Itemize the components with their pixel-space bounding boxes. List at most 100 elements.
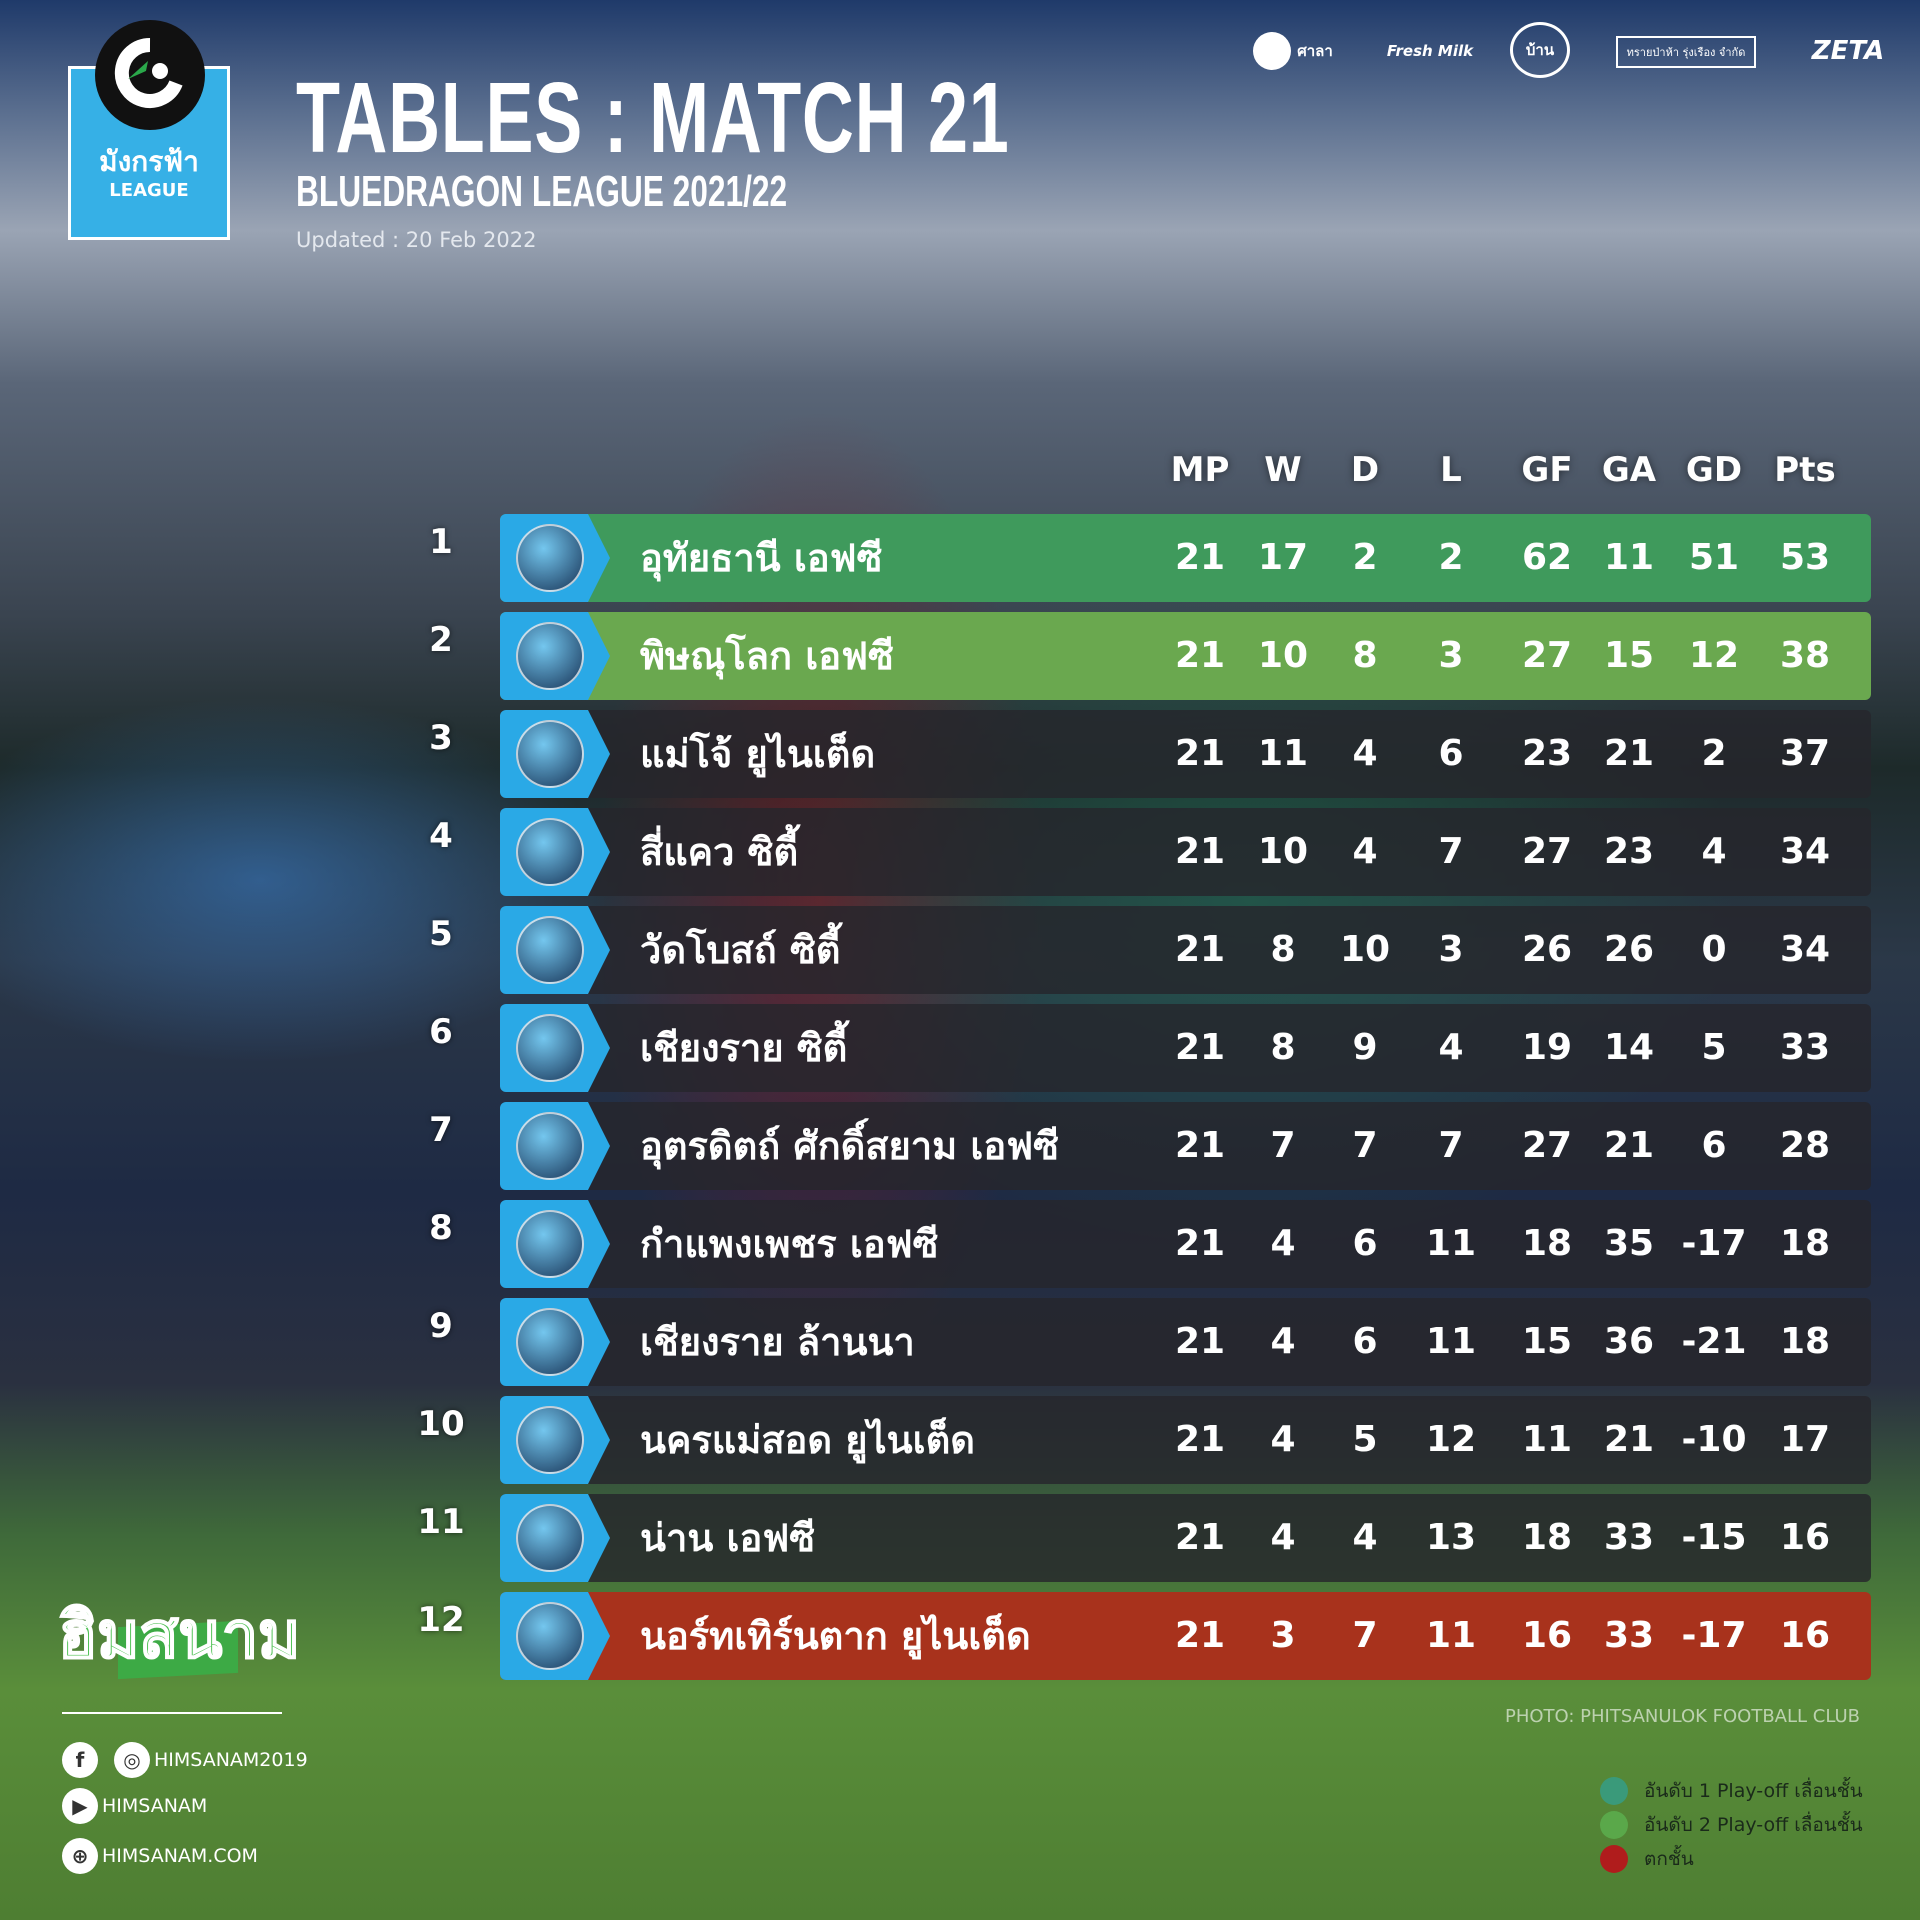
league-logo-thai-text: มังกรฟ้า — [99, 145, 199, 178]
rank-number: 6 — [429, 1012, 453, 1052]
stat-l: 3 — [1438, 929, 1464, 970]
stat-w: 10 — [1257, 831, 1309, 872]
team-name: นครแม่สอด ยูไนเต็ด — [640, 1418, 975, 1462]
team-crest-badge — [500, 1592, 610, 1680]
stat-pts: 34 — [1779, 929, 1831, 970]
team-name-cell: นอร์ทเทิร์นตาก ยูไนเต็ด — [640, 1592, 1140, 1680]
team-crest-icon — [516, 818, 584, 886]
stat-w: 7 — [1270, 1125, 1296, 1166]
social-facebook-instagram[interactable]: f ◎ HIMSANAM2019 — [62, 1742, 308, 1778]
stat-pts: 18 — [1779, 1223, 1831, 1264]
stat-mp: 21 — [1174, 1419, 1226, 1460]
stat-d: 8 — [1352, 635, 1378, 676]
photo-credit: PHOTO: PHITSANULOK FOOTBALL CLUB — [1504, 1706, 1860, 1727]
team-crest-icon — [516, 1308, 584, 1376]
stat-gd: 5 — [1701, 1027, 1727, 1068]
league-logo-en-text: LEAGUE — [109, 180, 189, 201]
stat-pts: 38 — [1779, 635, 1831, 676]
table-row: นอร์ทเทิร์นตาก ยูไนเต็ด 21 3 7 11 16 33 -17 16 — [500, 1592, 1871, 1680]
stat-gd: -21 — [1681, 1321, 1747, 1362]
stat-pts: 53 — [1779, 537, 1831, 578]
stat-ga: 14 — [1603, 1027, 1655, 1068]
stat-pts: 34 — [1779, 831, 1831, 872]
legend-item: อันดับ 1 Play-off เลื่อนชั้น — [1600, 1776, 1863, 1806]
rank-number: 12 — [417, 1600, 465, 1640]
stat-pts: 18 — [1779, 1321, 1831, 1362]
stat-gd: -10 — [1681, 1419, 1747, 1460]
rank-number: 2 — [429, 620, 453, 660]
stat-mp: 21 — [1174, 1125, 1226, 1166]
stat-l: 13 — [1425, 1517, 1477, 1558]
instagram-icon[interactable]: ◎ — [114, 1742, 150, 1778]
page-subtitle: BLUEDRAGON LEAGUE 2021/22 — [296, 167, 788, 216]
team-name: แม่โจ้ ยูไนเต็ด — [640, 732, 876, 776]
team-crest-icon — [516, 524, 584, 592]
stat-w: 4 — [1270, 1517, 1296, 1558]
rank-number: 1 — [429, 522, 453, 562]
team-name: นอร์ทเทิร์นตาก ยูไนเต็ด — [640, 1614, 1031, 1658]
social-handle[interactable]: HIMSANAM — [102, 1795, 208, 1817]
team-name-cell: นครแม่สอด ยูไนเต็ด — [640, 1396, 1140, 1484]
stat-gd: -17 — [1681, 1615, 1747, 1656]
sponsor-baan-logo: บ้าน — [1510, 22, 1570, 78]
social-website[interactable]: ⊕ HIMSANAM.COM — [62, 1838, 258, 1874]
stat-gf: 27 — [1521, 831, 1573, 872]
team-crest-badge — [500, 612, 610, 700]
stat-pts: 37 — [1779, 733, 1831, 774]
team-name: เชียงราย ล้านนา — [640, 1320, 915, 1364]
team-name-cell: สี่แคว ซิตี้ — [640, 808, 1140, 896]
team-name: อุตรดิตถ์ ศักดิ์สยาม เอฟซี — [640, 1124, 1059, 1168]
stat-gd: -15 — [1681, 1517, 1747, 1558]
stat-w: 3 — [1270, 1615, 1296, 1656]
rank-number: 7 — [429, 1110, 453, 1150]
sponsor-label: ศาลา — [1297, 42, 1333, 60]
social-handle[interactable]: HIMSANAM.COM — [102, 1845, 258, 1867]
stat-l: 3 — [1438, 635, 1464, 676]
stat-gf: 18 — [1521, 1517, 1573, 1558]
stat-d: 2 — [1352, 537, 1378, 578]
table-row: วัดโบสถ์ ซิตี้ 21 8 10 3 26 26 0 34 — [500, 906, 1871, 994]
team-crest-icon — [516, 916, 584, 984]
stat-pts: 17 — [1779, 1419, 1831, 1460]
stat-d: 4 — [1352, 831, 1378, 872]
team-crest-icon — [516, 622, 584, 690]
rank-number: 11 — [417, 1502, 465, 1542]
team-name: กำแพงเพชร เอฟซี — [640, 1222, 939, 1266]
table-row: แม่โจ้ ยูไนเต็ด 21 11 4 6 23 21 2 37 — [500, 710, 1871, 798]
team-crest-icon — [516, 1210, 584, 1278]
stat-gd: 4 — [1701, 831, 1727, 872]
stat-mp: 21 — [1174, 1517, 1226, 1558]
stat-mp: 21 — [1174, 1321, 1226, 1362]
team-crest-icon — [516, 1406, 584, 1474]
sponsor-sai-logo: ทรายป่าห้า รุ่งเรือง จำกัด — [1616, 36, 1756, 68]
stat-w: 4 — [1270, 1223, 1296, 1264]
table-row: สี่แคว ซิตี้ 21 10 4 7 27 23 4 34 — [500, 808, 1871, 896]
stat-mp: 21 — [1174, 635, 1226, 676]
stat-gf: 15 — [1521, 1321, 1573, 1362]
stat-gf: 11 — [1521, 1419, 1573, 1460]
page-title: TABLES : MATCH 21 — [296, 62, 1010, 174]
team-crest-icon — [516, 1504, 584, 1572]
stat-gf: 19 — [1521, 1027, 1573, 1068]
social-handle[interactable]: HIMSANAM2019 — [154, 1749, 308, 1771]
rank-number: 4 — [429, 816, 453, 856]
stat-l: 6 — [1438, 733, 1464, 774]
stat-gd: 0 — [1701, 929, 1727, 970]
stat-d: 10 — [1339, 929, 1391, 970]
team-crest-icon — [516, 1602, 584, 1670]
sponsor-sala-logo: ศาลา — [1238, 26, 1348, 76]
social-youtube[interactable]: ▶ HIMSANAM — [62, 1788, 207, 1824]
youtube-icon[interactable]: ▶ — [62, 1788, 98, 1824]
stat-w: 11 — [1257, 733, 1309, 774]
column-header-gd: GD — [1685, 450, 1743, 490]
team-name: สี่แคว ซิตี้ — [640, 830, 799, 874]
stat-w: 8 — [1270, 929, 1296, 970]
rank-number: 9 — [429, 1306, 453, 1346]
facebook-icon[interactable]: f — [62, 1742, 98, 1778]
stat-w: 10 — [1257, 635, 1309, 676]
updated-date: Updated : 20 Feb 2022 — [296, 228, 537, 252]
globe-icon[interactable]: ⊕ — [62, 1838, 98, 1874]
rank-number: 3 — [429, 718, 453, 758]
stat-gd: 6 — [1701, 1125, 1727, 1166]
stat-w: 8 — [1270, 1027, 1296, 1068]
